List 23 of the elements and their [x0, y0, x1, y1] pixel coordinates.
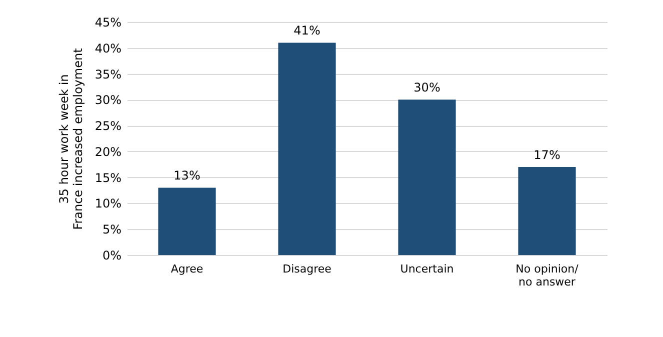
- data-label: 13%: [174, 168, 200, 183]
- y-tick-label: 10%: [94, 196, 122, 211]
- x-tick-label: Disagree: [282, 262, 332, 276]
- y-tick-label: 5%: [102, 222, 122, 237]
- x-tick-label: Uncertain: [400, 262, 454, 276]
- bar: [518, 166, 576, 255]
- x-tick-label: No opinion/ no answer: [516, 262, 579, 288]
- y-axis-title: 35 hour work week in France increased employment: [56, 48, 85, 230]
- y-tick-label: 0%: [102, 248, 122, 262]
- y-tick-label: 45%: [94, 16, 122, 30]
- y-tick-label: 35%: [94, 67, 122, 82]
- x-tick-label: Agree: [170, 262, 204, 276]
- y-tick-label: 20%: [94, 144, 122, 159]
- y-tick-label: 25%: [94, 119, 122, 134]
- y-tick-label: 15%: [94, 170, 122, 185]
- y-tick-label: 40%: [94, 41, 122, 56]
- data-label: 17%: [534, 148, 560, 162]
- y-tick-label: 30%: [94, 93, 122, 108]
- bar: [278, 42, 336, 255]
- bar: [158, 188, 216, 255]
- bar: [398, 100, 456, 255]
- data-label: 30%: [414, 80, 440, 95]
- data-label: 41%: [294, 24, 320, 38]
